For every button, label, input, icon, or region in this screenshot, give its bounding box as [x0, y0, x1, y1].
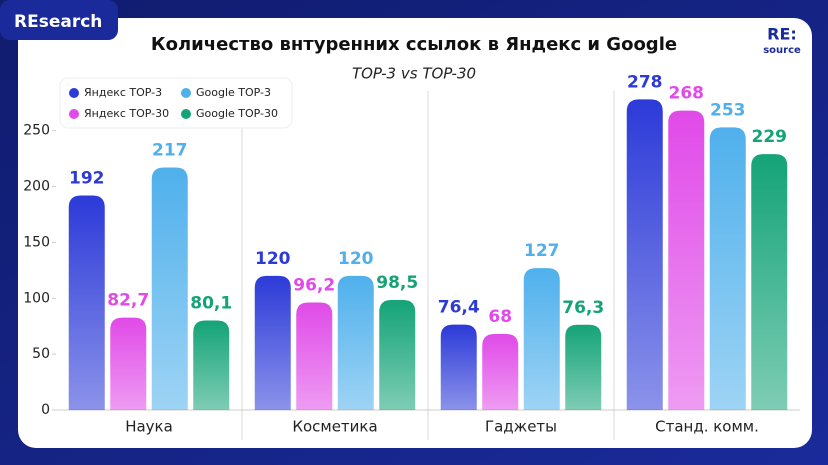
value-label: 192	[69, 168, 105, 188]
legend-label: Яндекс TOP-30	[84, 107, 169, 120]
bar	[193, 320, 230, 410]
value-label: 127	[524, 241, 560, 261]
value-label: 120	[338, 249, 374, 269]
bar	[151, 167, 188, 410]
legend-box	[59, 77, 293, 129]
legend-label: Google TOP-3	[196, 86, 271, 99]
legend-marker	[181, 88, 191, 98]
y-tick-label: 100	[23, 290, 50, 306]
legend-label: Яндекс TOP-3	[84, 86, 162, 99]
value-label: 229	[752, 127, 788, 147]
brand: REsearch	[14, 12, 102, 32]
value-label: 82,7	[107, 291, 149, 311]
logo-main: RE:	[767, 25, 797, 44]
bar	[440, 324, 477, 410]
bar	[668, 110, 705, 410]
bar	[296, 302, 333, 410]
bar	[379, 299, 416, 410]
x-tick-label: Наука	[125, 418, 173, 436]
value-label: 80,1	[190, 294, 232, 314]
legend-marker	[69, 88, 79, 98]
chart-title: Количество внтуренних ссылок в Яндекс и …	[151, 34, 677, 55]
y-tick-label: 250	[23, 123, 50, 139]
bar	[482, 334, 519, 410]
value-label: 217	[152, 141, 188, 161]
bar	[565, 324, 602, 410]
value-label: 68	[488, 307, 512, 327]
brand-box	[0, 0, 118, 40]
x-tick-label: Косметика	[292, 418, 377, 436]
bar	[110, 317, 147, 410]
value-label: 76,4	[438, 298, 480, 318]
value-label: 278	[627, 72, 663, 92]
x-tick-label: Станд. комм.	[655, 418, 759, 436]
chart-subtitle: TOP-3 vs TOP-30	[352, 65, 476, 83]
value-label: 120	[255, 249, 291, 269]
x-tick-label: Гаджеты	[485, 418, 557, 436]
value-label: 253	[710, 100, 746, 120]
y-tick-label: 150	[23, 234, 50, 250]
bar	[626, 99, 663, 411]
value-label: 98,5	[376, 273, 418, 293]
logo-sub: source	[763, 45, 801, 56]
bar	[523, 268, 560, 410]
bar	[709, 127, 746, 411]
value-label: 96,2	[293, 276, 335, 296]
legend-label: Google TOP-30	[196, 107, 278, 120]
value-label: 268	[669, 84, 705, 104]
y-tick-label: 0	[41, 402, 50, 418]
y-tick-label: 50	[32, 346, 50, 362]
bar	[68, 195, 105, 410]
value-label: 76,3	[562, 298, 604, 318]
bar	[254, 275, 291, 410]
legend-marker	[181, 109, 191, 119]
bar	[337, 275, 374, 410]
legend-marker	[69, 109, 79, 119]
bar	[751, 154, 788, 410]
y-tick-label: 200	[23, 179, 50, 195]
